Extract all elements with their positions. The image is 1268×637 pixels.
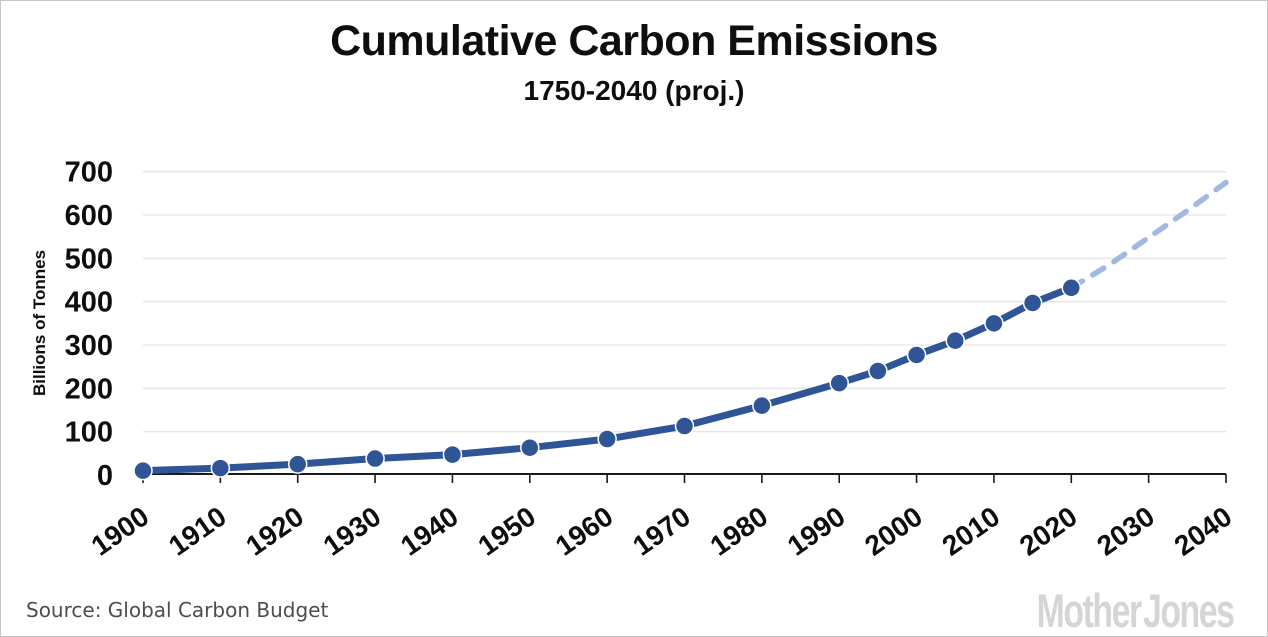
data-point — [1061, 278, 1082, 298]
x-tick-label: 1940 — [395, 501, 464, 562]
historical-line — [139, 284, 1075, 475]
y-tick-label: 500 — [65, 243, 113, 275]
data-point — [520, 437, 540, 458]
data-point — [133, 460, 153, 481]
x-tick-label: 2040 — [1169, 501, 1238, 562]
data-point — [829, 373, 849, 393]
x-tick-label: 2010 — [937, 501, 1006, 562]
y-tick-label: 300 — [65, 330, 113, 362]
y-tick-label: 200 — [65, 373, 113, 405]
data-point — [906, 345, 927, 365]
y-tick-label: 400 — [65, 287, 113, 319]
y-tick-label: 0 — [97, 460, 113, 492]
y-axis-title: Billions of Tonnes — [30, 250, 49, 396]
x-tick-label: 2020 — [1014, 501, 1083, 562]
source-note: Source: Global Carbon Budget — [26, 598, 329, 622]
x-tick-label: 1930 — [318, 501, 387, 562]
chart-subtitle: 1750-2040 (proj.) — [523, 75, 745, 106]
x-tick-label: 1960 — [550, 501, 619, 562]
x-tick-label: 1920 — [240, 501, 309, 562]
x-tick-label: 1970 — [627, 501, 696, 562]
y-tick-label: 600 — [65, 200, 113, 232]
x-tick-label: 1980 — [704, 501, 773, 562]
x-tick-label: 1900 — [86, 501, 155, 562]
x-tick-label: 2030 — [1091, 501, 1160, 562]
data-point — [597, 429, 617, 449]
mother-jones-logo: Mother Jones — [1037, 584, 1235, 637]
data-point — [210, 458, 231, 478]
x-tick-label: 1990 — [782, 501, 851, 562]
data-point — [287, 454, 308, 474]
data-point — [1022, 293, 1043, 313]
x-tick-label: 1910 — [163, 501, 232, 562]
data-point — [984, 313, 1004, 334]
data-point — [674, 416, 695, 436]
projection-line — [1068, 179, 1229, 291]
chart-title: Cumulative Carbon Emissions — [330, 17, 938, 65]
y-tick-label: 700 — [65, 157, 113, 189]
data-point — [868, 361, 888, 381]
data-point — [752, 395, 772, 416]
data-point — [442, 444, 463, 465]
data-point — [365, 448, 385, 469]
y-tick-label: 100 — [65, 417, 113, 449]
x-tick-label: 1950 — [472, 501, 541, 562]
data-point — [945, 330, 965, 351]
emissions-line-chart: 0 100 200 300 400 500 600 700 Billions of Tonnes… — [30, 157, 1238, 562]
x-tick-label: 2000 — [859, 501, 928, 562]
